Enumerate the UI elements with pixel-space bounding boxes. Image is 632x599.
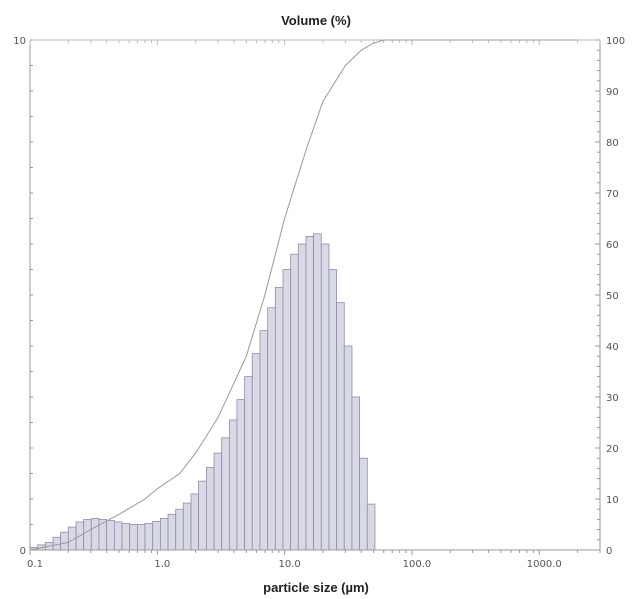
histogram-bar bbox=[213, 452, 223, 551]
right-tick-label: 90 bbox=[606, 87, 619, 98]
histogram-bar bbox=[351, 396, 360, 551]
histogram-bar bbox=[106, 520, 115, 551]
histogram-bar bbox=[52, 536, 62, 551]
chart-title: Volume (%) bbox=[281, 13, 351, 28]
right-tick-label: 80 bbox=[606, 138, 619, 149]
axis-ticks bbox=[29, 39, 601, 555]
histogram-bar bbox=[175, 508, 184, 551]
right-tick-label: 60 bbox=[606, 240, 619, 251]
histogram-bar bbox=[228, 419, 238, 551]
right-tick-label: 40 bbox=[606, 342, 619, 353]
right-tick-label: 50 bbox=[606, 291, 619, 302]
histogram-bar bbox=[366, 503, 376, 551]
x-tick-label: 1000.0 bbox=[527, 559, 562, 570]
histogram-bar bbox=[90, 517, 100, 551]
x-axis-label: particle size (µm) bbox=[263, 580, 369, 595]
histogram-bar bbox=[282, 269, 292, 551]
histogram-bar bbox=[152, 521, 161, 551]
right-tick-label: 10 bbox=[606, 495, 619, 506]
histogram-bar bbox=[328, 269, 338, 551]
histogram-bar bbox=[251, 353, 261, 551]
x-tick-label: 0.1 bbox=[27, 559, 43, 570]
histogram-bar bbox=[83, 519, 92, 551]
histogram-bar bbox=[236, 399, 246, 551]
histogram-bar bbox=[190, 493, 199, 551]
bar-series bbox=[29, 233, 376, 551]
histogram-bar bbox=[305, 235, 315, 551]
histogram-bar bbox=[336, 302, 345, 551]
cumulative-line bbox=[29, 39, 578, 551]
right-tick-label: 30 bbox=[606, 393, 619, 404]
histogram-bar bbox=[244, 376, 253, 551]
histogram-bar bbox=[198, 480, 207, 551]
histogram-bar bbox=[313, 233, 322, 551]
histogram-bar bbox=[259, 330, 269, 551]
histogram-bar bbox=[167, 513, 177, 551]
x-tick-label: 100.0 bbox=[403, 559, 432, 570]
histogram-bar bbox=[206, 466, 215, 551]
x-tick-label: 10.0 bbox=[278, 559, 300, 570]
histogram-bar bbox=[274, 286, 284, 551]
left-tick-label: 0 bbox=[20, 546, 26, 557]
x-tick-label: 1.0 bbox=[154, 559, 170, 570]
histogram-bar bbox=[182, 502, 192, 551]
histogram-bar bbox=[129, 524, 138, 551]
histogram-bar bbox=[144, 523, 154, 551]
right-tick-label: 70 bbox=[606, 189, 619, 200]
histogram-bar bbox=[267, 307, 276, 551]
histogram-bar bbox=[359, 457, 368, 551]
histogram-bar bbox=[60, 531, 69, 551]
tick-labels: 0.1 1.0 10.0 100.0 1000.0 0 10 20 30 40 50 60 70 80 90… bbox=[13, 36, 625, 570]
histogram-bar bbox=[159, 517, 169, 551]
histogram-bar bbox=[221, 437, 230, 551]
histogram-bar bbox=[343, 345, 353, 551]
histogram-bar bbox=[113, 521, 123, 551]
histogram-bar bbox=[290, 253, 299, 551]
histogram-bar bbox=[136, 524, 146, 551]
right-tick-label: 100 bbox=[606, 36, 625, 47]
right-tick-label: 0 bbox=[606, 546, 612, 557]
right-tick-label: 20 bbox=[606, 444, 619, 455]
histogram-bar bbox=[297, 243, 307, 551]
left-tick-label: 10 bbox=[13, 36, 26, 47]
histogram-bar bbox=[320, 243, 330, 551]
histogram-bar bbox=[121, 523, 131, 551]
